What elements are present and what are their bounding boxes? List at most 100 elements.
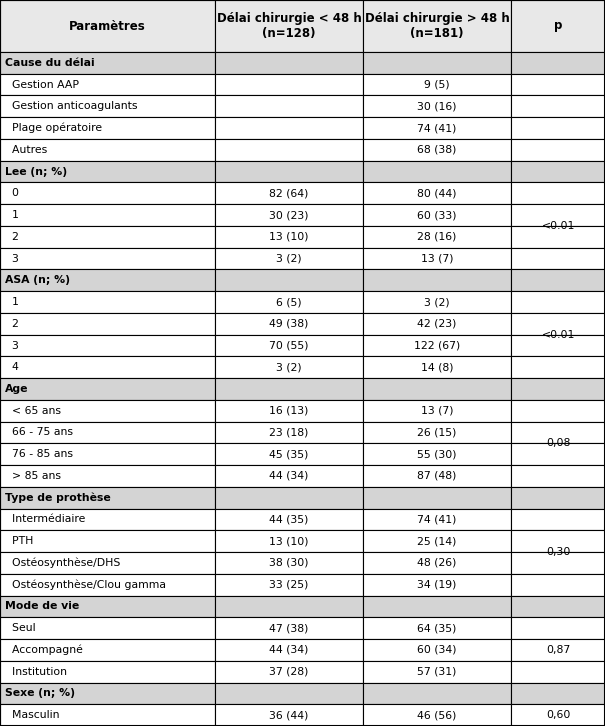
Bar: [363, 204, 511, 226]
Bar: [215, 139, 363, 160]
Bar: [363, 74, 511, 96]
Bar: [363, 595, 511, 617]
Bar: [215, 248, 363, 269]
Bar: [363, 509, 511, 530]
Bar: [0, 117, 215, 139]
Text: 3: 3: [5, 340, 19, 351]
Text: > 85 ans: > 85 ans: [5, 471, 61, 481]
Bar: [511, 335, 605, 356]
Text: 80 (44): 80 (44): [417, 188, 457, 198]
Bar: [363, 160, 511, 182]
Text: 3 (2): 3 (2): [276, 253, 302, 264]
Bar: [511, 661, 605, 682]
Bar: [0, 509, 215, 530]
Bar: [215, 574, 363, 595]
Text: ASA (n; %): ASA (n; %): [5, 275, 70, 285]
Text: 6 (5): 6 (5): [276, 297, 302, 307]
Bar: [215, 444, 363, 465]
Bar: [215, 226, 363, 248]
Bar: [363, 139, 511, 160]
Bar: [511, 509, 605, 530]
Bar: [0, 313, 215, 335]
Bar: [511, 313, 605, 335]
Bar: [0, 226, 215, 248]
Text: <0.01: <0.01: [541, 221, 575, 231]
Bar: [363, 378, 511, 400]
Bar: [0, 248, 215, 269]
Text: 38 (30): 38 (30): [269, 558, 309, 568]
Text: 0,30: 0,30: [546, 547, 571, 557]
Text: 42 (23): 42 (23): [417, 319, 457, 329]
Bar: [363, 552, 511, 574]
Bar: [511, 269, 605, 291]
Text: Age: Age: [5, 384, 28, 394]
Text: 66 - 75 ans: 66 - 75 ans: [5, 428, 73, 438]
Text: 3: 3: [5, 253, 19, 264]
Bar: [363, 465, 511, 487]
Bar: [363, 400, 511, 422]
Bar: [511, 487, 605, 509]
Bar: [215, 422, 363, 444]
Text: Seul: Seul: [5, 623, 36, 633]
Text: 0: 0: [5, 188, 19, 198]
Bar: [0, 335, 215, 356]
Text: Lee (n; %): Lee (n; %): [5, 166, 67, 176]
Bar: [511, 617, 605, 639]
Bar: [511, 378, 605, 400]
Bar: [215, 291, 363, 313]
Bar: [215, 182, 363, 204]
Bar: [511, 139, 605, 160]
Bar: [511, 704, 605, 726]
Bar: [215, 661, 363, 682]
Text: Ostéosynthèse/Clou gamma: Ostéosynthèse/Clou gamma: [5, 579, 166, 590]
Text: 13 (7): 13 (7): [421, 406, 453, 416]
Bar: [511, 356, 605, 378]
Text: 46 (56): 46 (56): [417, 710, 457, 720]
Bar: [0, 378, 215, 400]
Text: Institution: Institution: [5, 666, 67, 677]
Bar: [0, 160, 215, 182]
Bar: [363, 117, 511, 139]
Bar: [0, 465, 215, 487]
Bar: [0, 595, 215, 617]
Text: 1: 1: [5, 210, 19, 220]
Bar: [363, 313, 511, 335]
Bar: [511, 465, 605, 487]
Text: 74 (41): 74 (41): [417, 123, 457, 133]
Bar: [0, 0, 215, 52]
Text: 16 (13): 16 (13): [269, 406, 309, 416]
Bar: [215, 117, 363, 139]
Text: 2: 2: [5, 319, 19, 329]
Bar: [511, 96, 605, 117]
Text: PTH: PTH: [5, 537, 33, 546]
Bar: [215, 509, 363, 530]
Bar: [511, 117, 605, 139]
Bar: [0, 400, 215, 422]
Text: 0,08: 0,08: [546, 439, 571, 449]
Text: 44 (35): 44 (35): [269, 515, 309, 524]
Text: Paramètres: Paramètres: [69, 20, 146, 33]
Bar: [363, 52, 511, 74]
Bar: [0, 444, 215, 465]
Text: Cause du délai: Cause du délai: [5, 58, 94, 68]
Text: 33 (25): 33 (25): [269, 579, 309, 590]
Text: 3 (2): 3 (2): [276, 362, 302, 372]
Text: Masculin: Masculin: [5, 710, 59, 720]
Bar: [215, 595, 363, 617]
Bar: [511, 160, 605, 182]
Bar: [511, 0, 605, 52]
Bar: [511, 530, 605, 552]
Text: Sexe (n; %): Sexe (n; %): [5, 688, 75, 698]
Bar: [0, 487, 215, 509]
Bar: [0, 182, 215, 204]
Bar: [0, 74, 215, 96]
Text: Intermédiaire: Intermédiaire: [5, 515, 85, 524]
Bar: [363, 704, 511, 726]
Bar: [511, 422, 605, 444]
Bar: [363, 226, 511, 248]
Text: p: p: [554, 20, 562, 33]
Bar: [511, 204, 605, 226]
Bar: [215, 269, 363, 291]
Text: 13 (7): 13 (7): [421, 253, 453, 264]
Text: 25 (14): 25 (14): [417, 537, 457, 546]
